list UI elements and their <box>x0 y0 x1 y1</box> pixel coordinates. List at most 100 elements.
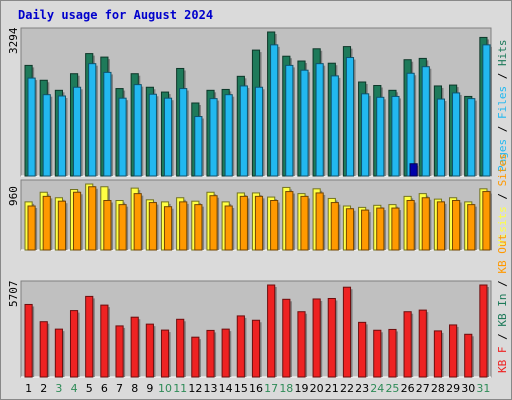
x-tick-label: 24 <box>370 382 384 395</box>
bar-files-day-29 <box>452 92 461 177</box>
legend-entry: / <box>496 274 509 294</box>
bar-sites-day-2 <box>42 195 51 251</box>
bar-kb-f-day-21 <box>327 297 336 378</box>
bar-sites-day-11 <box>179 201 188 251</box>
bar-files-day-6 <box>103 71 112 177</box>
bar-kb-f-day-20 <box>312 298 321 378</box>
bar-files-day-28 <box>436 98 446 177</box>
bar-files-day-25 <box>391 95 400 177</box>
bar-sites-day-20 <box>315 192 324 251</box>
bar-kb-f-day-24 <box>373 329 382 378</box>
bar-sites-day-1 <box>27 205 36 251</box>
bar-kb-f-day-25 <box>388 328 397 378</box>
bar-kb-f-day-17 <box>267 284 276 378</box>
bar-kb-f-day-7 <box>115 325 124 378</box>
bar-files-day-12 <box>194 116 203 177</box>
bar-sites-day-21 <box>330 202 339 251</box>
panel-visits-sites: 960 Visits / Sites <box>7 153 509 251</box>
bar-files-day-3 <box>57 95 66 177</box>
x-tick-label: 12 <box>188 382 202 395</box>
x-tick-label: 15 <box>234 382 248 395</box>
x-tick-label: 11 <box>173 382 187 395</box>
bar-sites-day-19 <box>300 195 309 251</box>
x-tick-label: 3 <box>55 382 62 395</box>
bar-kb-f-day-4 <box>69 310 79 378</box>
bar-files-day-10 <box>163 97 173 177</box>
bar-kb-f-day-10 <box>160 329 170 378</box>
bar-sites-day-7 <box>118 204 127 251</box>
legend-entry: / <box>496 327 509 347</box>
bar-files-day-5 <box>88 63 97 177</box>
bar-sites-day-9 <box>148 202 157 251</box>
x-tick-label: 23 <box>355 382 369 395</box>
legend-entry: KB Out <box>496 234 509 274</box>
legend: KB F / KB In / KB Out <box>496 234 509 373</box>
bar-files-day-16 <box>254 86 264 177</box>
bar-kb-f-day-11 <box>176 318 185 378</box>
legend-entry: / <box>496 66 509 86</box>
bar-kb-f-day-18 <box>282 298 291 378</box>
bar-files-day-4 <box>72 86 82 177</box>
bar-sites-day-18 <box>285 191 294 251</box>
bar-kb-f-day-22 <box>342 286 352 378</box>
bar-kb-f-day-27 <box>418 309 427 378</box>
bar-files-day-8 <box>133 84 142 177</box>
bar-files-day-18 <box>285 64 294 177</box>
bar-kb-f-day-23 <box>358 321 367 378</box>
legend: Visits / Sites <box>496 153 509 246</box>
x-tick-label: 20 <box>310 382 324 395</box>
bar-sites-day-8 <box>133 193 142 251</box>
x-tick-label: 1 <box>25 382 32 395</box>
bar-files-day-7 <box>118 97 127 177</box>
bar-files-day-23 <box>361 93 370 177</box>
bar-files-day-11 <box>179 88 188 177</box>
bar-pages-day-26 <box>409 163 418 177</box>
bar-kb-f-day-2 <box>39 321 48 378</box>
bar-kb-f-day-6 <box>100 304 109 378</box>
x-tick-label: 25 <box>385 382 399 395</box>
x-tick-label: 21 <box>325 382 339 395</box>
bar-files-day-17 <box>270 44 279 177</box>
x-tick-label: 10 <box>158 382 172 395</box>
x-tick-label: 16 <box>249 382 263 395</box>
legend-entry: / <box>496 186 509 206</box>
panel-hits-files-pages: 3294 Pages / Files / Hits <box>7 27 509 177</box>
bar-sites-day-23 <box>361 209 370 251</box>
legend-entry: / <box>496 119 509 139</box>
bar-files-day-22 <box>345 57 355 177</box>
y-max-label: 5707 <box>7 281 20 308</box>
x-tick-label: 30 <box>461 382 475 395</box>
bar-kb-f-day-13 <box>206 329 215 378</box>
bar-sites-day-17 <box>270 200 279 251</box>
bar-files-day-27 <box>421 66 430 177</box>
bar-kb-f-day-16 <box>251 319 261 378</box>
y-max-label: 3294 <box>7 27 20 54</box>
x-tick-label: 19 <box>294 382 308 395</box>
bar-sites-day-29 <box>452 200 461 251</box>
bar-sites-day-15 <box>239 195 248 251</box>
bar-sites-day-30 <box>467 204 476 251</box>
legend-entry: Pages <box>496 139 509 172</box>
x-tick-label: 9 <box>146 382 153 395</box>
x-tick-label: 13 <box>204 382 218 395</box>
legend: Pages / Files / Hits <box>496 40 509 173</box>
x-tick-label: 26 <box>401 382 415 395</box>
legend-entry: KB F <box>496 347 509 374</box>
bar-kb-f-day-28 <box>433 330 443 378</box>
x-axis-labels: 1 2 3 4 5 6 7 8 9 10 11 12 13 14 15 16 17 18 19 20 21 22 23 24 2… <box>25 382 490 395</box>
bar-files-day-20 <box>315 63 324 177</box>
bar-kb-f-day-19 <box>297 311 306 378</box>
bar-files-day-31 <box>482 44 491 177</box>
legend-entry: Sites <box>496 153 509 186</box>
bar-files-day-15 <box>239 85 248 177</box>
x-tick-label: 8 <box>131 382 138 395</box>
x-tick-label: 28 <box>431 382 445 395</box>
y-max-label: 960 <box>7 186 20 206</box>
x-tick-label: 29 <box>446 382 460 395</box>
x-tick-label: 4 <box>71 382 78 395</box>
legend-entry: Hits <box>496 40 509 67</box>
bar-kb-f-day-15 <box>236 315 245 378</box>
legend-entry: Visits <box>496 206 509 246</box>
bar-sites-day-14 <box>224 205 233 251</box>
